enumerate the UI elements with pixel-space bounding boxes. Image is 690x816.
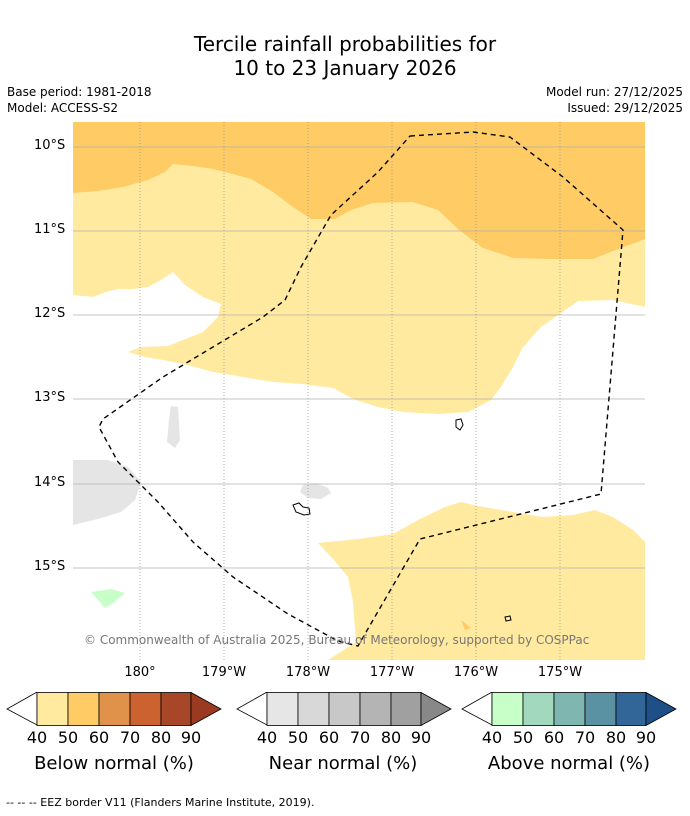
below-normal-colorbar — [6, 692, 222, 726]
near-normal-island-a — [167, 406, 180, 448]
below-tick-40: 40 — [26, 728, 48, 747]
near-normal-title: Near normal (%) — [268, 753, 418, 774]
above-tick-60: 60 — [543, 728, 565, 747]
issued-date: Issued: 29/12/2025 — [567, 101, 683, 115]
near-tick-70: 70 — [349, 728, 371, 747]
lat-label-15s: 15°S — [34, 559, 66, 574]
above-normal-title: Above normal (%) — [487, 753, 651, 774]
above-tick-40: 40 — [481, 728, 503, 747]
above-tick-90: 90 — [635, 728, 657, 747]
below-tick-60: 60 — [88, 728, 110, 747]
base-period: Base period: 1981-2018 — [7, 85, 152, 99]
above-normal-colorbar — [461, 692, 677, 726]
below-normal-50-spot — [461, 620, 471, 630]
lat-label-13s: 13°S — [34, 390, 66, 405]
lon-label-177w: 177°W — [369, 665, 415, 680]
above-tick-80: 80 — [605, 728, 627, 747]
near-tick-60: 60 — [318, 728, 340, 747]
eez-footnote: -- -- -- EEZ border V11 (Flanders Marine… — [6, 796, 315, 809]
title-line-2: 10 to 23 January 2026 — [233, 56, 457, 80]
copyright-credit: © Commonwealth of Australia 2025, Bureau… — [84, 633, 590, 647]
below-tick-90: 90 — [180, 728, 202, 747]
model-run: Model run: 27/12/2025 — [545, 85, 683, 99]
below-normal-40-south-region — [318, 502, 645, 660]
island-outline-a — [455, 418, 464, 431]
latitude-gridlines — [73, 146, 645, 569]
lon-label-179w: 179°W — [201, 665, 247, 680]
below-tick-70: 70 — [119, 728, 141, 747]
above-tick-70: 70 — [574, 728, 596, 747]
near-tick-50: 50 — [287, 728, 309, 747]
lat-label-12s: 12°S — [34, 306, 66, 321]
near-normal-west-region — [73, 460, 141, 525]
near-normal-colorbar — [236, 692, 452, 726]
below-tick-80: 80 — [150, 728, 172, 747]
near-tick-40: 40 — [256, 728, 278, 747]
island-outline-b — [292, 502, 311, 516]
rainfall-map — [73, 122, 645, 660]
lat-label-10s: 10°S — [34, 138, 66, 153]
above-tick-50: 50 — [512, 728, 534, 747]
island-outline-c — [504, 615, 512, 622]
below-normal-50-region — [73, 122, 645, 259]
below-tick-50: 50 — [57, 728, 79, 747]
above-normal-40-region — [91, 589, 125, 608]
title-line-1: Tercile rainfall probabilities for — [193, 32, 497, 56]
lon-label-176w: 176°W — [453, 665, 499, 680]
lon-label-180: 180° — [124, 665, 156, 680]
near-tick-80: 80 — [380, 728, 402, 747]
below-normal-title: Below normal (%) — [34, 753, 194, 774]
model-name: Model: ACCESS-S2 — [7, 101, 119, 115]
lon-label-175w: 175°W — [537, 665, 583, 680]
near-tick-90: 90 — [410, 728, 432, 747]
lon-label-178w: 178°W — [285, 665, 331, 680]
eez-border — [98, 131, 624, 647]
lat-label-14s: 14°S — [34, 475, 66, 490]
lat-label-11s: 11°S — [34, 222, 66, 237]
